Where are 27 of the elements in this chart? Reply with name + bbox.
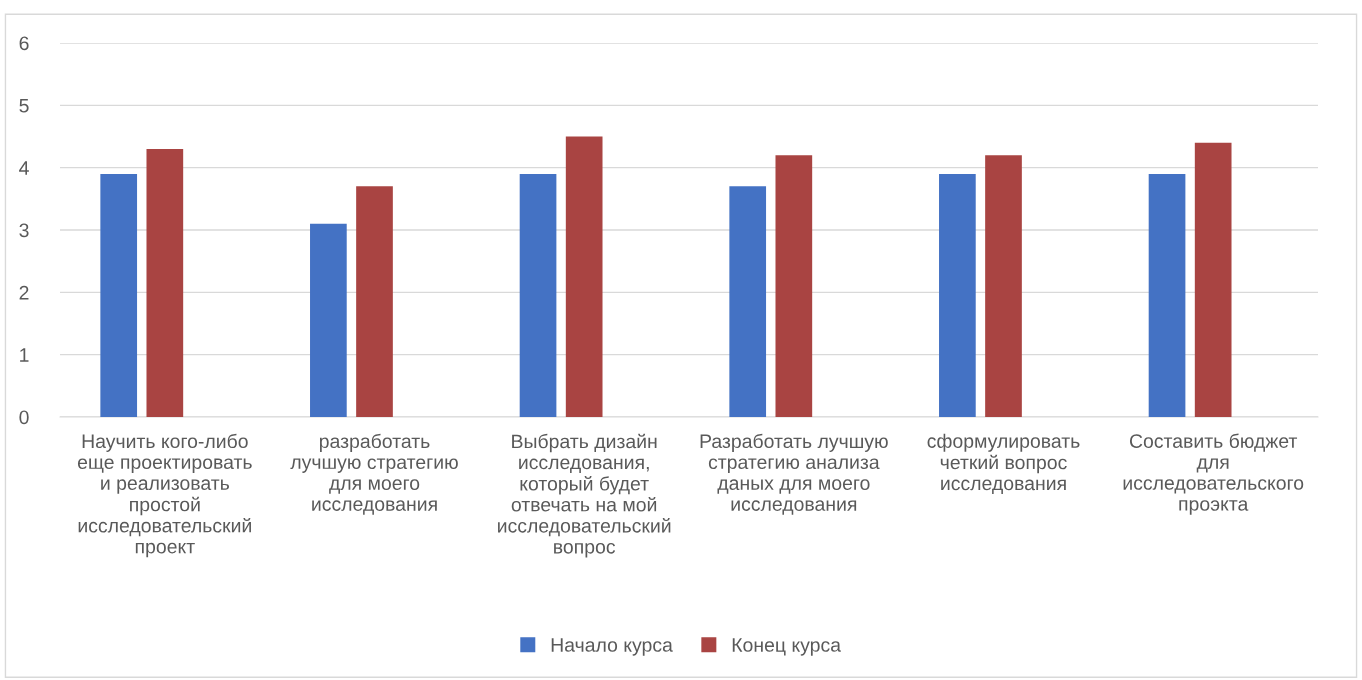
bar xyxy=(519,173,557,417)
y-tick-label: 3 xyxy=(19,223,29,238)
x-tick-label: Разработать лучшую стратегию анализа даных для моего исследования xyxy=(700,433,888,515)
x-tick-label: Научить кого-либо еще проектировать и реализовать простой исследовательский проект xyxy=(77,433,252,558)
bar xyxy=(310,223,347,417)
bar xyxy=(100,173,138,417)
x-tick-label: Выбрать дизайн исследования, который будет отвечать на мой исследовательский вопрос xyxy=(498,433,671,558)
y-tick-label: 6 xyxy=(19,36,29,51)
bar xyxy=(1148,173,1186,417)
bar xyxy=(356,186,393,417)
bar xyxy=(939,173,976,417)
bar xyxy=(146,148,184,417)
legend-label: Конец курса xyxy=(732,638,842,656)
bar xyxy=(565,136,603,417)
y-tick-label: 0 xyxy=(19,410,29,425)
bar xyxy=(775,155,813,417)
bar xyxy=(729,186,767,417)
y-tick-label: 1 xyxy=(20,348,29,362)
y-tick-label: 5 xyxy=(19,99,29,113)
y-tick-label: 2 xyxy=(19,285,29,300)
bar xyxy=(1194,142,1232,417)
bar xyxy=(985,155,1022,417)
x-tick-label: разработать лучшую стратегию для моего исследования xyxy=(290,433,458,515)
legend-label: Начало курса xyxy=(551,638,673,656)
x-tick-label: Составить бюджет для исследовательского проэкта xyxy=(1123,433,1304,515)
y-tick-label: 4 xyxy=(19,161,29,175)
x-tick-label: сформулировать четкий вопрос исследования xyxy=(927,433,1080,494)
